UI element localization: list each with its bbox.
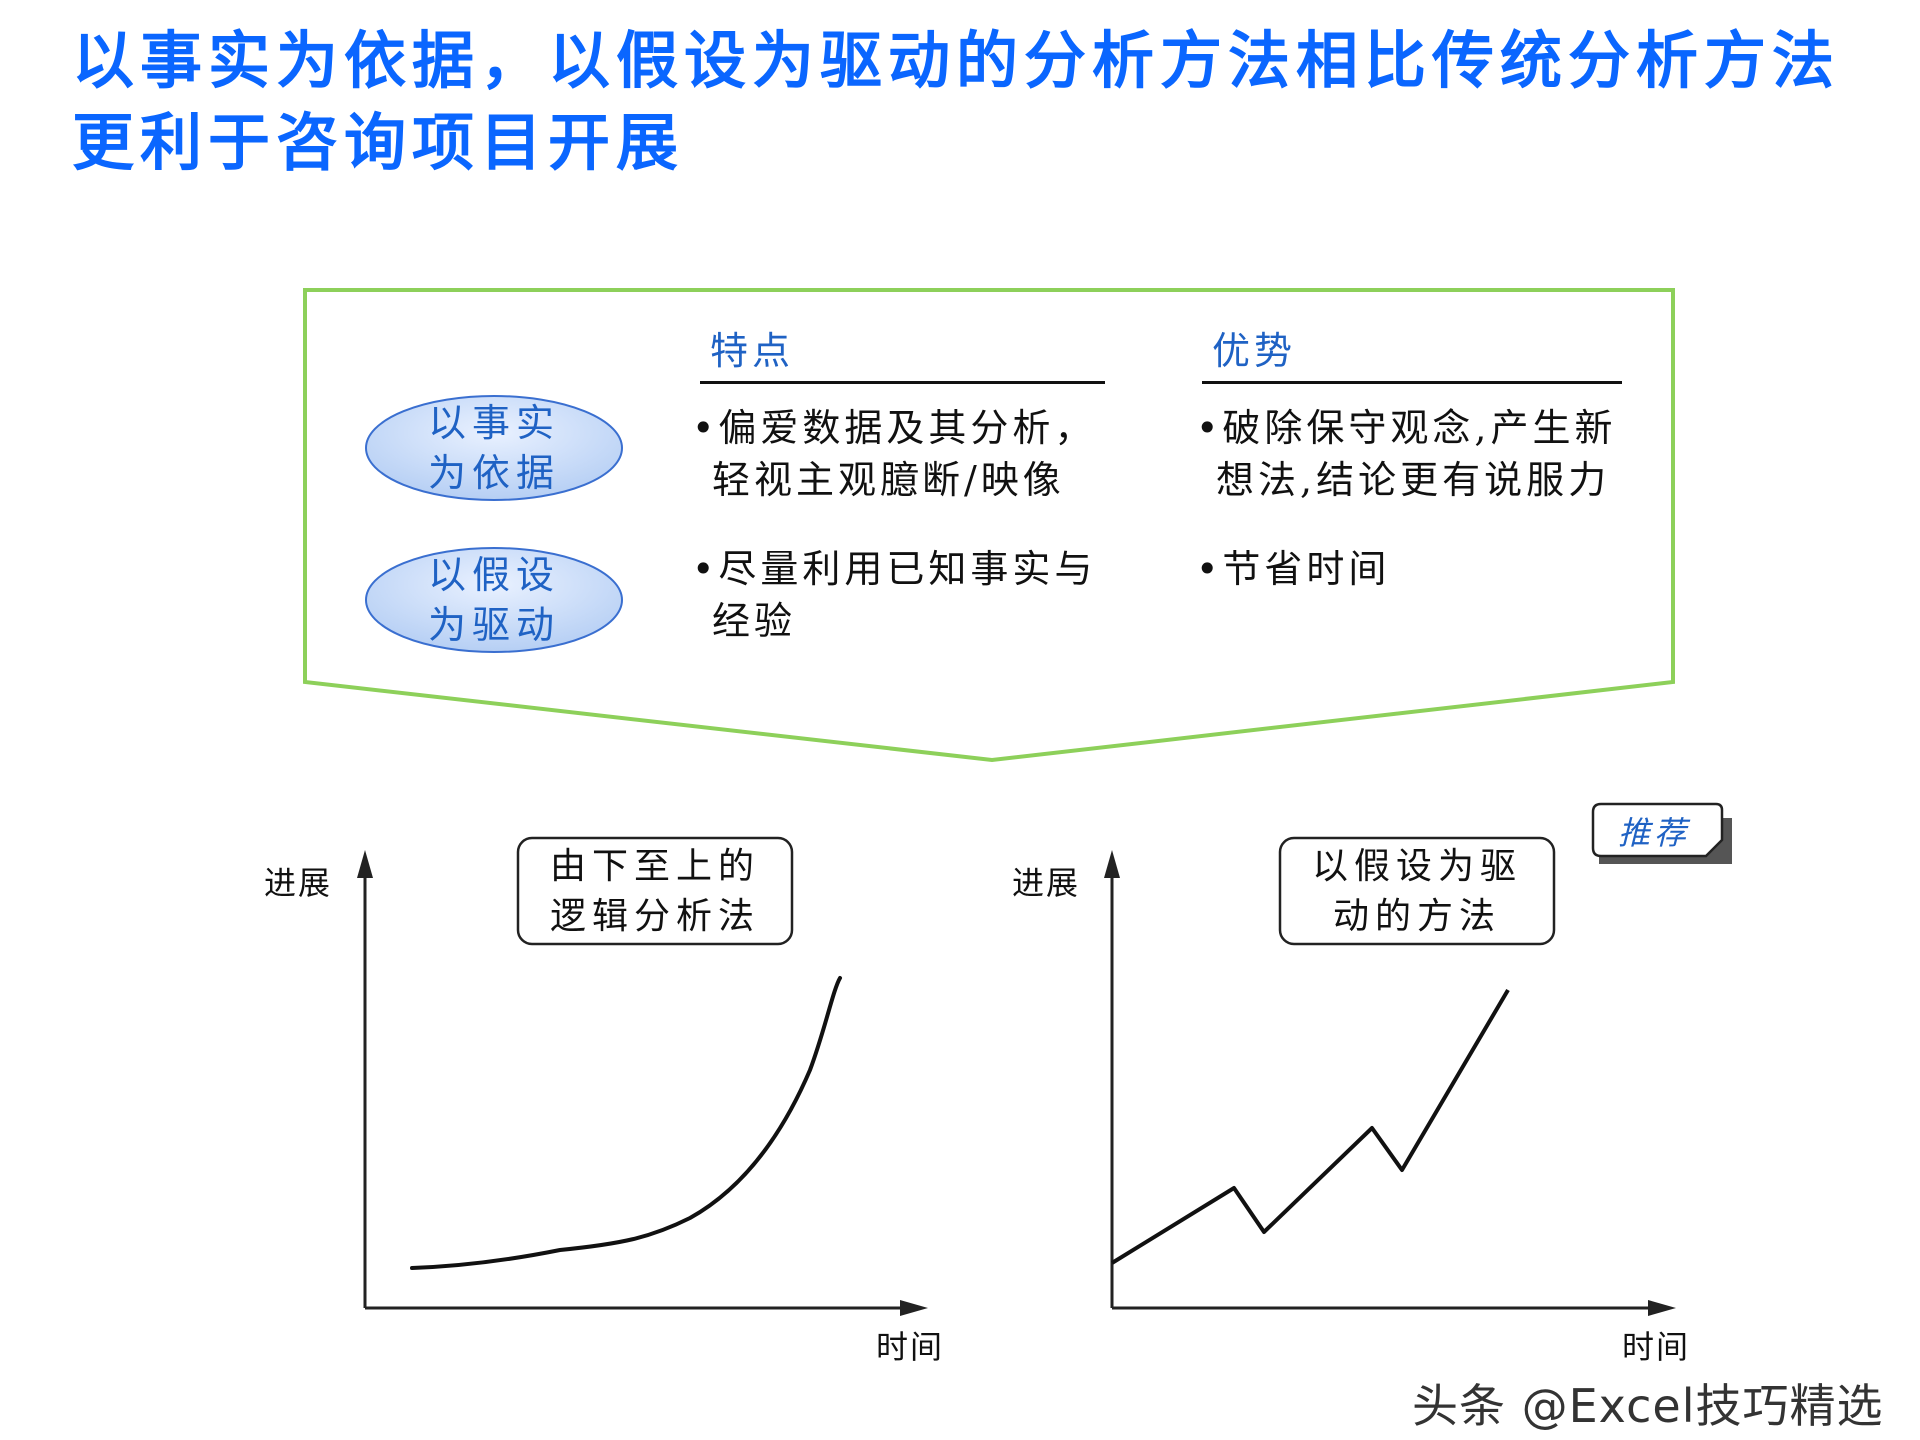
right-chart-axes — [1104, 850, 1676, 1316]
column-header-feature: 特点 — [700, 320, 1105, 384]
watermark: 头条 @Excel技巧精选 — [1412, 1379, 1884, 1433]
right-chart-label-box — [1278, 836, 1556, 946]
right-chart-x-axis-label: 时间 — [1622, 1328, 1691, 1366]
left-chart-label-box — [516, 836, 794, 946]
page-title: 以事实为依据，以假设为驱动的分析方法相比传统分析方法更利于咨询项目开展 — [72, 24, 1841, 179]
advantage-hypothesis-driven: •节省时间 — [1196, 547, 1391, 591]
right-chart-y-axis-label: 进展 — [1012, 864, 1081, 902]
advantage-fact-based: •破除保守观念,产生新想法,结论更有说服力 — [1196, 406, 1617, 502]
right-chart-label: 以假设为驱动的方法 — [1311, 846, 1522, 937]
feature-hypothesis-driven: •尽量利用已知事实与经验 — [692, 547, 1097, 643]
oval-fact-based — [365, 395, 623, 501]
left-chart-axes — [357, 850, 928, 1316]
feature-fact-based: •偏爱数据及其分析，轻视主观臆断/映像 — [692, 406, 1097, 502]
recommend-badge-label: 推荐 — [1618, 814, 1691, 852]
left-chart-x-axis-label: 时间 — [876, 1328, 945, 1366]
left-chart-label: 由下至上的逻辑分析法 — [549, 846, 760, 937]
row-label-fact-based: 以事实为依据 — [427, 401, 560, 495]
right-chart-zigzag — [1110, 988, 1510, 1265]
left-chart-curve — [410, 976, 842, 1270]
recommend-badge — [1591, 802, 1724, 858]
left-chart-y-axis-label: 进展 — [264, 864, 333, 902]
oval-hypothesis-driven — [365, 547, 623, 653]
column-header-advantage: 优势 — [1202, 320, 1622, 384]
row-label-hypothesis-driven: 以假设为驱动 — [427, 553, 560, 647]
comparison-frame — [303, 288, 1675, 763]
